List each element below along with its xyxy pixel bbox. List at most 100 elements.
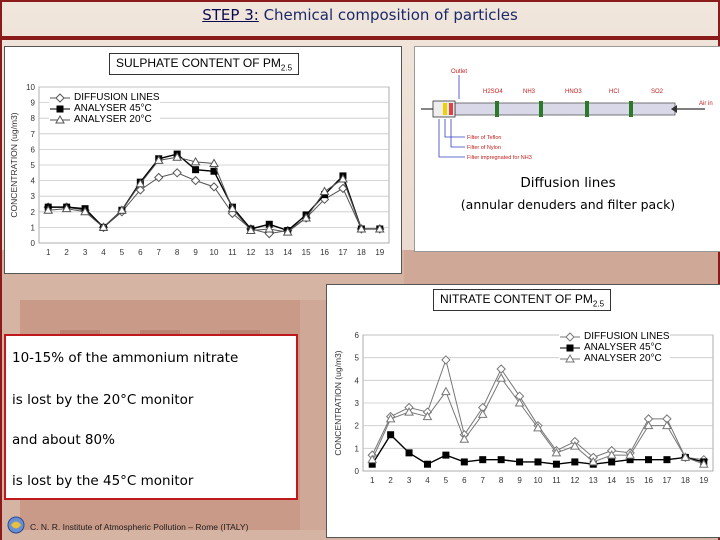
finding-line-4: is lost by the 45°C monitor <box>12 473 194 489</box>
nitrate-data-point <box>571 458 579 466</box>
nitrate-data-point <box>422 411 433 421</box>
nitrate-x-tick-label: 9 <box>517 476 522 485</box>
denuder-tube <box>454 102 676 116</box>
diffusion-caption-line2: (annular denuders and filter pack) <box>460 197 676 212</box>
sulphate-data-point <box>135 178 146 188</box>
sulphate-data-point <box>80 206 90 216</box>
sulphate-x-tick-label: 3 <box>83 248 88 257</box>
nitrate-y-tick-label: 2 <box>355 422 360 431</box>
nitrate-chart-title: NITRATE CONTENT OF PM2.5 <box>433 289 612 312</box>
sulphate-legend: DIFFUSION LINES ANALYSER 45°C ANALYSER 20°… <box>49 92 160 125</box>
sulphate-y-tick-label: 4 <box>31 177 36 186</box>
nitrate-x-tick-label: 2 <box>388 476 393 485</box>
diffusion-diagram-panel: Outlet H2SO4 NH3 HNO3 HCl SO2 Air in Fil… <box>414 46 720 252</box>
nitrate-x-tick-label: 3 <box>407 476 412 485</box>
frame-top-line <box>0 0 720 2</box>
sulphate-x-tick-label: 11 <box>228 248 237 257</box>
sulphate-x-tick-label: 4 <box>101 248 106 257</box>
sulphate-y-tick-label: 1 <box>31 223 36 232</box>
sulphate-legend-marker <box>55 92 65 103</box>
nitrate-legend-label: ANALYSER 45°C <box>584 342 662 353</box>
diagram-label-filter-impregnated: Filter impregnated for NH3 <box>467 155 532 161</box>
sulphate-legend-label: DIFFUSION LINES <box>74 92 160 103</box>
nitrate-data-point <box>367 454 378 464</box>
nitrate-x-tick-label: 1 <box>370 476 375 485</box>
sulphate-data-point <box>172 152 183 161</box>
sulphate-data-point <box>98 222 109 231</box>
sulphate-legend-entry: ANALYSER 45°C <box>49 103 160 114</box>
nitrate-legend-marker <box>565 353 575 362</box>
nitrate-data-point <box>588 456 599 466</box>
nitrate-x-tick-label: 7 <box>481 476 486 485</box>
nitrate-title-sub: 2.5 <box>592 299 605 309</box>
nitrate-x-tick-label: 14 <box>607 476 616 485</box>
sulphate-data-point <box>153 155 164 164</box>
diagram-label-hno3: HNO3 <box>565 89 582 95</box>
diagram-label-filter-teflon: Filter of Teflon <box>467 135 501 141</box>
nitrate-data-point <box>496 373 507 382</box>
nitrate-x-tick-label: 8 <box>499 476 504 485</box>
nitrate-data-point <box>459 434 470 443</box>
sulphate-data-point <box>319 186 330 196</box>
nitrate-data-point <box>663 456 671 464</box>
footer: C. N. R. Institute of Atmospheric Pollut… <box>6 512 296 538</box>
nitrate-legend-label: DIFFUSION LINES <box>584 331 670 342</box>
denuder-ring-1 <box>495 101 499 117</box>
sulphate-y-tick-label: 7 <box>31 130 36 139</box>
nitrate-legend-marker <box>566 344 574 351</box>
sulphate-data-point <box>192 166 200 174</box>
nitrate-data-point <box>608 458 616 466</box>
sulphate-x-tick-label: 10 <box>210 248 219 257</box>
nitrate-x-tick-label: 15 <box>626 476 635 485</box>
diagram-label-nh3: NH3 <box>523 89 536 95</box>
sulphate-title-sub: 2.5 <box>280 63 293 73</box>
nitrate-data-point <box>404 407 414 416</box>
sulphate-x-tick-label: 2 <box>64 248 69 257</box>
sulphate-x-tick-label: 12 <box>246 248 255 257</box>
frame-right-line <box>718 0 720 540</box>
sulphate-data-point <box>245 225 256 235</box>
sulphate-legend-swatch <box>50 114 70 123</box>
nitrate-x-tick-label: 12 <box>570 476 579 485</box>
air-in-arrow-head <box>671 105 677 113</box>
teflon-pointer <box>444 119 465 138</box>
sulphate-x-tick-label: 15 <box>302 248 311 257</box>
sulphate-legend-swatch <box>50 105 70 112</box>
nitrate-x-tick-label: 5 <box>444 476 449 485</box>
nitrate-legend-marker <box>565 331 575 342</box>
nitrate-legend-entry: ANALYSER 20°C <box>559 353 670 364</box>
sulphate-data-point <box>135 185 146 195</box>
nitrate-data-point <box>552 460 560 468</box>
nitrate-x-tick-label: 17 <box>662 476 671 485</box>
nitrate-y-axis-label: CONCENTRATION (ug/m3) <box>333 350 343 455</box>
finding-line-1: 10-15% of the ammonium nitrate <box>12 350 239 366</box>
filter-teflon <box>443 103 447 115</box>
sulphate-y-tick-label: 5 <box>31 161 36 170</box>
findings-text-box: 10-15% of the ammonium nitrate is lost b… <box>4 334 298 500</box>
sulphate-legend-label: ANALYSER 45°C <box>74 103 152 114</box>
institute-credit: C. N. R. Institute of Atmospheric Pollut… <box>30 522 249 532</box>
nitrate-legend-label: ANALYSER 20°C <box>584 353 662 364</box>
nitrate-x-tick-label: 18 <box>681 476 690 485</box>
nitrate-data-point <box>551 447 562 457</box>
nitrate-data-point <box>569 441 580 450</box>
nitrate-y-tick-label: 0 <box>355 467 360 476</box>
sulphate-x-tick-label: 18 <box>357 248 366 257</box>
title-text: Chemical composition of particles <box>258 6 518 24</box>
nitrate-data-point <box>441 355 451 365</box>
nitrate-x-tick-label: 6 <box>462 476 467 485</box>
sulphate-y-tick-label: 9 <box>31 99 36 108</box>
nitrate-data-point <box>698 459 709 468</box>
sulphate-x-tick-label: 13 <box>265 248 274 257</box>
nitrate-data-point <box>662 420 672 430</box>
cnr-logo-icon <box>7 516 25 534</box>
denuder-ring-4 <box>629 101 633 117</box>
sulphate-legend-entry: ANALYSER 20°C <box>49 114 160 125</box>
sulphate-x-tick-label: 8 <box>175 248 180 257</box>
nitrate-y-tick-label: 5 <box>355 354 360 363</box>
nitrate-data-point <box>533 422 543 432</box>
sulphate-y-tick-label: 6 <box>31 145 36 154</box>
diagram-label-so2: SO2 <box>651 89 664 95</box>
